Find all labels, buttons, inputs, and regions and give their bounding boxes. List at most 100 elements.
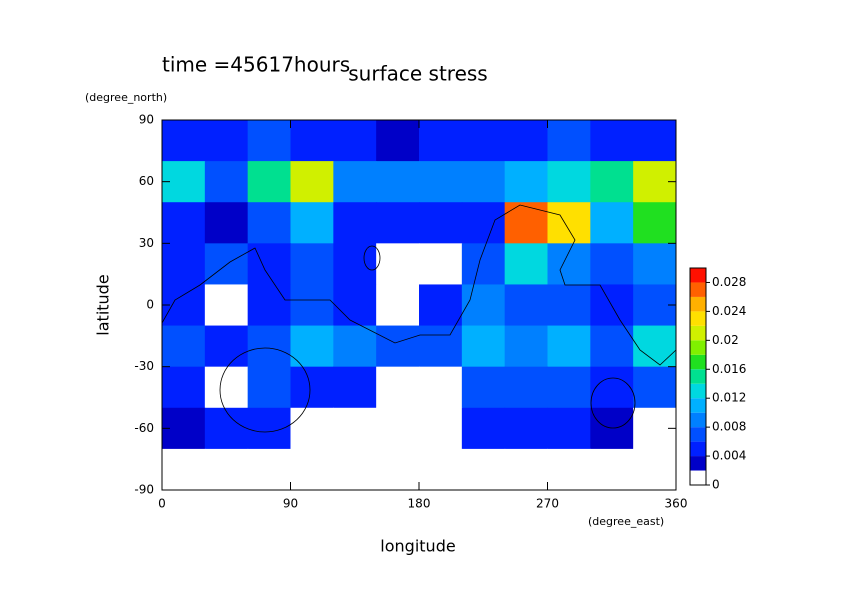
x-tick-label: 0 — [158, 497, 166, 511]
cell — [247, 202, 291, 244]
cell — [419, 284, 463, 327]
coastline — [590, 377, 636, 429]
y-tick-label: -90 — [134, 483, 154, 497]
cell — [290, 202, 334, 244]
cell — [633, 325, 677, 368]
cell — [333, 284, 377, 327]
field — [162, 120, 677, 491]
chart-subtitle: time =45617hours — [162, 53, 350, 77]
colorbar-swatch — [690, 427, 706, 442]
coastline — [161, 204, 677, 366]
cell — [547, 448, 591, 491]
cell — [162, 243, 206, 285]
cell — [504, 448, 548, 491]
colorbar-swatch — [690, 268, 706, 283]
cell — [461, 120, 506, 162]
cell — [590, 325, 634, 368]
colorbar-tick-label: 0.016 — [712, 362, 746, 376]
x-tick-label: 270 — [536, 497, 559, 511]
colorbar-tick-label: 0 — [712, 478, 720, 492]
cell — [590, 366, 634, 409]
cell — [376, 284, 420, 327]
cell — [504, 202, 548, 244]
cell — [504, 243, 548, 285]
cell — [504, 284, 548, 327]
cell — [333, 366, 377, 409]
cell — [333, 202, 377, 244]
y-tick-label: 90 — [139, 113, 154, 127]
cell — [590, 161, 634, 203]
cell — [504, 366, 548, 409]
coastline — [219, 347, 311, 433]
colorbar-swatch — [690, 340, 706, 355]
cell — [247, 448, 291, 491]
cell — [376, 407, 420, 450]
colorbar-swatch — [690, 311, 706, 326]
cell — [504, 120, 548, 162]
cell — [333, 243, 377, 285]
colorbar-swatch — [690, 470, 706, 485]
cell — [204, 325, 249, 368]
cell — [461, 284, 506, 327]
y-unit: (degree_north) — [85, 91, 167, 104]
cell — [290, 325, 334, 368]
cell — [333, 407, 377, 450]
cell — [419, 120, 463, 162]
cell — [247, 120, 291, 162]
colorbar-tick-label: 0.024 — [712, 304, 746, 318]
cell — [461, 366, 506, 409]
colorbar-swatch — [690, 325, 706, 341]
cell — [376, 448, 420, 491]
x-tick-label: 90 — [283, 497, 298, 511]
cell — [419, 202, 463, 244]
x-axis-label: longitude — [380, 537, 455, 556]
cell — [376, 120, 420, 162]
cell — [204, 243, 249, 285]
cell — [204, 448, 249, 491]
cell — [461, 325, 506, 368]
cell — [419, 325, 463, 368]
cell — [204, 202, 249, 244]
cell — [590, 407, 634, 450]
colorbar-swatch — [690, 398, 706, 413]
coastlines — [161, 204, 677, 433]
cell — [419, 366, 463, 409]
cell — [162, 366, 206, 409]
cell — [504, 161, 548, 203]
cell — [419, 161, 463, 203]
y-tick-label: 60 — [139, 174, 154, 188]
cell — [461, 161, 506, 203]
cell — [590, 448, 634, 491]
cell — [633, 366, 677, 409]
cell — [547, 202, 591, 244]
cell — [376, 202, 420, 244]
cell — [290, 243, 334, 285]
cell — [419, 448, 463, 491]
y-tick-label: -60 — [134, 421, 154, 435]
cell — [547, 366, 591, 409]
cell — [247, 325, 291, 368]
colorbar-tick-label: 0.012 — [712, 391, 746, 405]
cell — [590, 243, 634, 285]
cell — [333, 161, 377, 203]
cell — [247, 366, 291, 409]
cell — [290, 120, 334, 162]
cell — [247, 407, 291, 450]
cell — [290, 284, 334, 327]
cell — [290, 366, 334, 409]
colorbar-swatch — [690, 441, 706, 457]
y-tick-label: -30 — [134, 359, 154, 373]
x-unit: (degree_east) — [588, 515, 664, 528]
cell — [247, 243, 291, 285]
cell — [290, 161, 334, 203]
cell — [376, 161, 420, 203]
cell — [290, 448, 334, 491]
colorbar-swatch — [690, 383, 706, 399]
cell — [633, 448, 677, 491]
cell — [547, 161, 591, 203]
cell — [333, 120, 377, 162]
y-tick-label: 30 — [139, 236, 154, 250]
cell — [333, 448, 377, 491]
cell — [376, 243, 420, 285]
